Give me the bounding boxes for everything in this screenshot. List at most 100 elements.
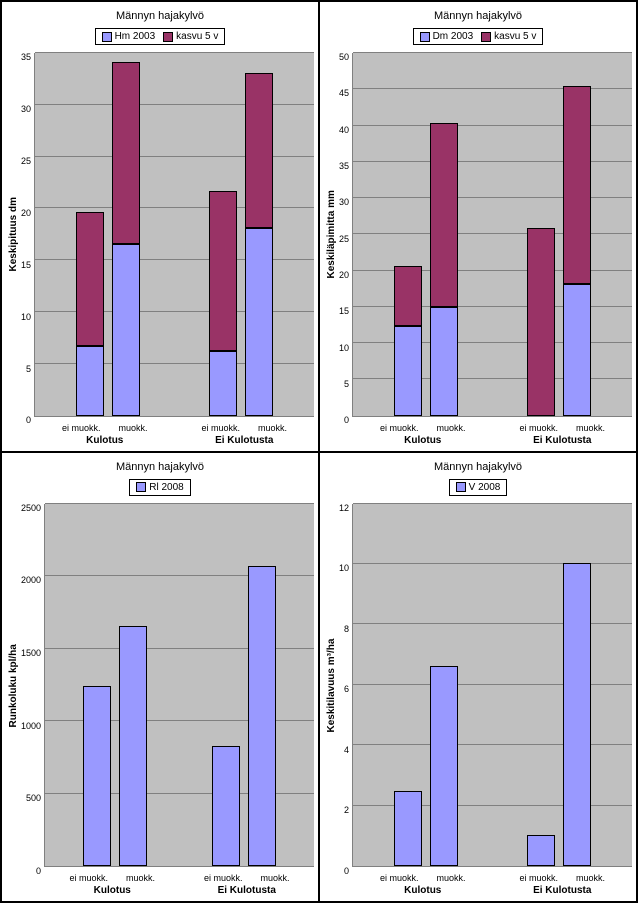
x-axis: ei muokk. muokk. Kulotusei muokk. muokk. Ei … (45, 873, 314, 896)
bar-segment (430, 307, 458, 416)
x-tick-label: ei muokk. (519, 873, 558, 883)
x-tick-label: muokk. (576, 423, 605, 433)
bar-segment (76, 212, 104, 346)
x-group-label: Kulotus (404, 885, 441, 896)
y-axis: 024681012 (339, 504, 352, 868)
legend-label: Hm 2003 (115, 31, 156, 42)
bar (245, 73, 273, 416)
legend-label: Dm 2003 (433, 31, 474, 42)
x-tick-label: muokk. (126, 873, 155, 883)
chart-title: Männyn hajakylvö (434, 10, 522, 22)
y-axis-label: Runkoluku kpl/ha (6, 504, 21, 868)
bar-segment (112, 62, 140, 244)
x-axis: ei muokk.muokk.Kulotusei muokk.muokk.Ei … (353, 423, 632, 446)
x-group-label: Kulotus (404, 435, 441, 446)
x-group: ei muokk.muokk.Ei Kulotusta (519, 423, 605, 446)
bar-group (527, 563, 591, 866)
x-group: ei muokk.muokk.Ei Kulotusta (201, 423, 287, 446)
legend: V 2008 (449, 479, 508, 496)
x-group: ei muokk.muokk.Ei Kulotusta (519, 873, 605, 896)
x-tick-label: muokk. (261, 873, 290, 883)
bar (563, 86, 591, 416)
bar (119, 626, 147, 866)
x-minor-row: ei muokk. muokk. (519, 873, 605, 883)
plot-area: ei muokk.muokk.Kulotusei muokk.muokk.Ei … (44, 504, 314, 868)
chart-title: Männyn hajakylvö (116, 461, 204, 473)
bar-segment (212, 746, 240, 866)
chart-panel-topright: Männyn hajakylvö Dm 2003 kasvu 5 v Keskiläp… (319, 1, 637, 452)
x-group: ei muokk. muokk. Kulotus (70, 873, 156, 896)
plot-area: ei muokk.muokk.Kulotusei muokk.muokk.Ei … (352, 53, 632, 417)
y-axis-label: Keskipituus dm (6, 53, 21, 417)
bar-group (212, 566, 276, 866)
legend-swatch (420, 32, 430, 42)
bar-segment (76, 346, 104, 416)
bar-group (209, 73, 273, 416)
x-minor-row: ei muokk.muokk. (380, 873, 466, 883)
bar-segment (430, 666, 458, 866)
chart-panel-botleft: Männyn hajakylvö Rl 2008 Runkoluku kpl/ha0… (1, 452, 319, 903)
bar-segment (394, 791, 422, 866)
x-tick-label: ei muokk. (70, 873, 109, 883)
bar-segment (83, 686, 111, 866)
bar-segment (563, 284, 591, 415)
legend-item: V 2008 (456, 482, 501, 493)
bar (212, 746, 240, 866)
gridline (353, 52, 632, 53)
legend-item: Dm 2003 (420, 31, 474, 42)
x-tick-label: muokk. (437, 423, 466, 433)
legend-label: kasvu 5 v (494, 31, 536, 42)
x-tick-label: ei muokk. (380, 423, 419, 433)
x-group: ei muokk.muokk.Ei Kulotusta (204, 873, 290, 896)
legend-label: V 2008 (469, 482, 501, 493)
legend-item: kasvu 5 v (481, 31, 536, 42)
bar-group (527, 86, 591, 416)
bar-group (83, 626, 147, 866)
bar-segment (563, 563, 591, 866)
x-tick-label: muokk. (119, 423, 148, 433)
legend: Dm 2003 kasvu 5 v (413, 28, 544, 45)
legend-item: kasvu 5 v (163, 31, 218, 42)
x-tick-label: ei muokk. (519, 423, 558, 433)
chart-wrap: Keskipituus dm05101520253035ei muokk.muo… (6, 53, 314, 447)
x-axis: ei muokk.muokk.Kulotusei muokk.muokk.Ei … (35, 423, 314, 446)
bar-segment (527, 835, 555, 866)
legend-item: Rl 2008 (136, 482, 183, 493)
x-tick-label: muokk. (437, 873, 466, 883)
x-tick-label: muokk. (576, 873, 605, 883)
x-group-label: Ei Kulotusta (215, 435, 273, 446)
bar (394, 791, 422, 866)
bar (83, 686, 111, 866)
bar (563, 563, 591, 866)
legend-swatch (136, 482, 146, 492)
bar-segment (430, 123, 458, 307)
chart-title: Männyn hajakylvö (116, 10, 204, 22)
bar-segment (119, 626, 147, 866)
bar-segment (245, 228, 273, 416)
y-axis: 05101520253035 (21, 53, 34, 417)
chart-wrap: Runkoluku kpl/ha05001000150020002500ei m… (6, 504, 314, 898)
x-tick-label: ei muokk. (62, 423, 101, 433)
bar-segment (394, 266, 422, 326)
bar-segment (209, 191, 237, 352)
bar (430, 123, 458, 416)
chart-wrap: Keskitilavuus m³/ha024681012ei muokk.muo… (324, 504, 632, 898)
bar-segment (394, 326, 422, 416)
x-minor-row: ei muokk. muokk. (519, 423, 605, 433)
bar-segment (527, 228, 555, 416)
chart-panel-topleft: Männyn hajakylvö Hm 2003 kasvu 5 v Keskipit… (1, 1, 319, 452)
bar-segment (112, 244, 140, 415)
x-tick-label: ei muokk. (201, 423, 240, 433)
bar (112, 62, 140, 416)
x-minor-row: ei muokk. muokk. (380, 423, 466, 433)
bar (76, 212, 104, 416)
legend-label: Rl 2008 (149, 482, 183, 493)
x-group-label: Kulotus (94, 885, 131, 896)
x-group: ei muokk. muokk. Kulotus (380, 423, 466, 446)
x-group-label: Ei Kulotusta (218, 885, 276, 896)
x-group: ei muokk.muokk.Kulotus (62, 423, 148, 446)
bar-segment (245, 73, 273, 228)
chart-wrap: Keskiläpimitta mm05101520253035404550ei … (324, 53, 632, 447)
bar (394, 266, 422, 416)
bar-segment (209, 351, 237, 415)
